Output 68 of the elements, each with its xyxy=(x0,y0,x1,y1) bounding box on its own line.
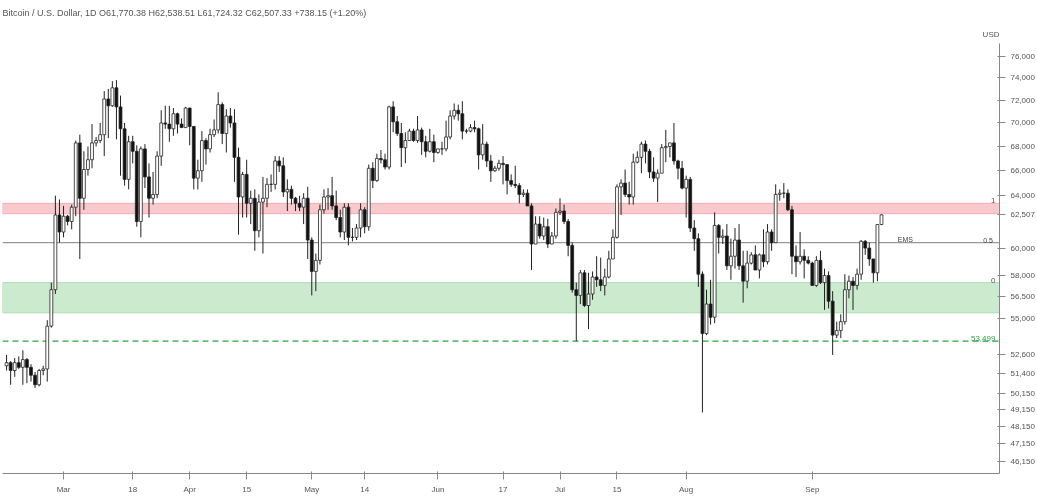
x-tick-label: Apr xyxy=(183,484,197,494)
y-tick-label: 66,000 xyxy=(1010,166,1036,176)
x-tick-label: Aug xyxy=(679,484,694,494)
candlestick xyxy=(12,357,17,378)
candlestick xyxy=(757,253,762,279)
candlestick xyxy=(501,155,505,185)
chart-title: Bitcoin / U.S. Dollar, 1D O61,770.38 H62,538.51 L61,724.32 C62,507.33 +738.15 (+1.20%) xyxy=(2,7,367,18)
candlestick xyxy=(61,205,66,238)
candlestick xyxy=(261,176,265,255)
candlestick xyxy=(375,153,379,183)
candlestick xyxy=(668,142,672,158)
candlestick xyxy=(586,272,591,330)
y-tick-label: 52,600 xyxy=(1010,350,1036,360)
candlestick xyxy=(224,108,229,153)
y-tick-label: 46,150 xyxy=(1010,456,1036,466)
candlestick xyxy=(273,155,277,190)
candlestick xyxy=(802,248,806,279)
x-tick-label: May xyxy=(304,484,320,494)
candlestick xyxy=(598,257,603,292)
x-tick-label: 15 xyxy=(612,484,622,494)
y-tick-label: 60,000 xyxy=(1010,243,1036,253)
candlestick xyxy=(672,122,676,166)
candlestick xyxy=(432,134,436,163)
y-tick-label: 70,000 xyxy=(1010,118,1036,128)
candlestick xyxy=(541,217,546,241)
y-tick-label: 56,500 xyxy=(1010,292,1036,302)
candlestick xyxy=(326,187,330,211)
x-tick-label: 14 xyxy=(360,484,370,494)
band-label: 1 xyxy=(990,196,996,206)
y-tick-label: 55,000 xyxy=(1010,314,1036,324)
y-tick-label: 48,150 xyxy=(1010,422,1036,432)
y-axis-title: USD xyxy=(982,29,1000,39)
y-tick-label: 62,507 xyxy=(1010,210,1036,220)
x-tick-label: 17 xyxy=(498,484,509,494)
x-tick-label: 18 xyxy=(128,484,138,494)
y-tick-label: 68,000 xyxy=(1010,141,1036,151)
x-tick-label: Jun xyxy=(431,484,445,494)
y-tick-label: 47,150 xyxy=(1010,439,1036,449)
y-tick-label: 51,400 xyxy=(1010,369,1036,379)
candlestick xyxy=(680,160,684,190)
x-tick-label: Jul xyxy=(554,484,566,494)
candlestick xyxy=(403,131,408,164)
candlestick xyxy=(167,105,172,143)
candlestick xyxy=(21,349,25,386)
candlestick xyxy=(106,88,111,139)
candlestick xyxy=(761,228,766,268)
x-tick-label: Sep xyxy=(805,484,820,494)
candlestick xyxy=(419,127,424,156)
band-label: 0 xyxy=(990,275,996,285)
y-tick-label: 76,000 xyxy=(1010,51,1036,61)
candlestick xyxy=(753,244,758,271)
y-tick-label: 49,150 xyxy=(1010,405,1036,415)
candlestick xyxy=(798,231,802,265)
candlestick xyxy=(639,141,644,174)
candlestick xyxy=(358,202,363,238)
y-tick-label: 74,000 xyxy=(1010,73,1036,83)
ref-line-label: 53,499 xyxy=(970,334,996,344)
candlestick xyxy=(8,360,13,386)
y-tick-label: 64,000 xyxy=(1010,191,1036,201)
y-tick-label: 58,000 xyxy=(1010,271,1036,281)
candlestick xyxy=(851,276,855,311)
x-tick-label: 15 xyxy=(242,484,252,494)
x-tick-label: Mar xyxy=(56,484,71,494)
candlestick xyxy=(480,123,485,161)
y-tick-label: 72,000 xyxy=(1010,95,1036,105)
candlestick xyxy=(25,357,29,384)
y-tick-label: 50,150 xyxy=(1010,389,1036,399)
candlestick xyxy=(545,218,550,249)
